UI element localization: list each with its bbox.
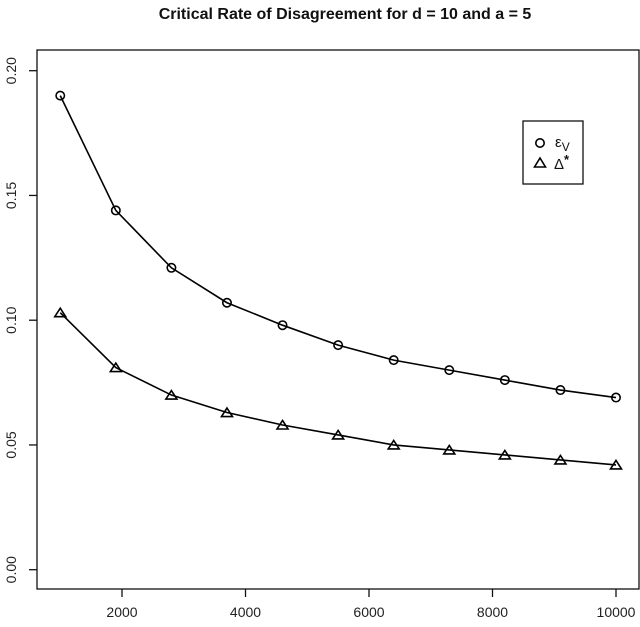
x-tick-label: 8000 (477, 604, 508, 620)
y-tick-label: 0.05 (3, 431, 19, 458)
circle-marker-icon (221, 297, 232, 308)
triangle-marker-icon (53, 306, 68, 318)
circle-marker-icon (555, 385, 566, 396)
chart-title: Critical Rate of Disagreement for d = 10… (159, 6, 532, 23)
circle-marker-icon (333, 340, 344, 351)
legend-label-epsilon-v: εV (555, 134, 570, 154)
circle-marker-icon (388, 355, 399, 366)
series-line-0 (59, 95, 617, 399)
legend: εV Δ* (522, 120, 584, 185)
y-axis: 0.00 0.05 0.10 0.15 0.20 (3, 57, 37, 583)
y-tick-label: 0.15 (3, 182, 19, 209)
x-tick-label: 4000 (230, 604, 261, 620)
triangle-marker-icon (275, 419, 290, 430)
series-line-1 (59, 312, 617, 466)
x-tick-label: 10000 (597, 604, 636, 620)
legend-box (522, 120, 584, 185)
legend-label-delta-star: Δ* (554, 152, 570, 173)
circle-marker-icon (55, 90, 66, 101)
y-tick-label: 0.20 (3, 57, 19, 84)
legend-circle-marker-icon (534, 138, 545, 149)
circle-marker-icon (110, 205, 121, 216)
circle-marker-icon (499, 375, 510, 386)
series-layer (53, 90, 623, 470)
triangle-marker-icon (497, 448, 512, 460)
triangle-marker-icon (386, 438, 401, 450)
circle-marker-icon (166, 262, 177, 273)
triangle-marker-icon (220, 406, 234, 418)
circle-marker-icon (444, 365, 455, 376)
plot-frame (36, 49, 640, 590)
y-tick-label: 0.10 (3, 306, 19, 333)
x-axis: 2000 4000 6000 8000 10000 (106, 589, 636, 620)
circle-marker-icon (610, 392, 621, 403)
triangle-marker-icon (331, 428, 346, 440)
circle-marker-icon (277, 320, 288, 331)
triangle-marker-icon (164, 389, 179, 400)
legend-triangle-marker-icon (533, 156, 547, 168)
triangle-marker-icon (609, 458, 623, 470)
triangle-marker-icon (553, 453, 568, 465)
x-tick-label: 2000 (106, 604, 137, 620)
triangle-marker-icon (108, 361, 123, 373)
y-tick-label: 0.00 (3, 556, 19, 583)
triangle-marker-icon (442, 443, 457, 455)
x-tick-label: 6000 (353, 604, 384, 620)
